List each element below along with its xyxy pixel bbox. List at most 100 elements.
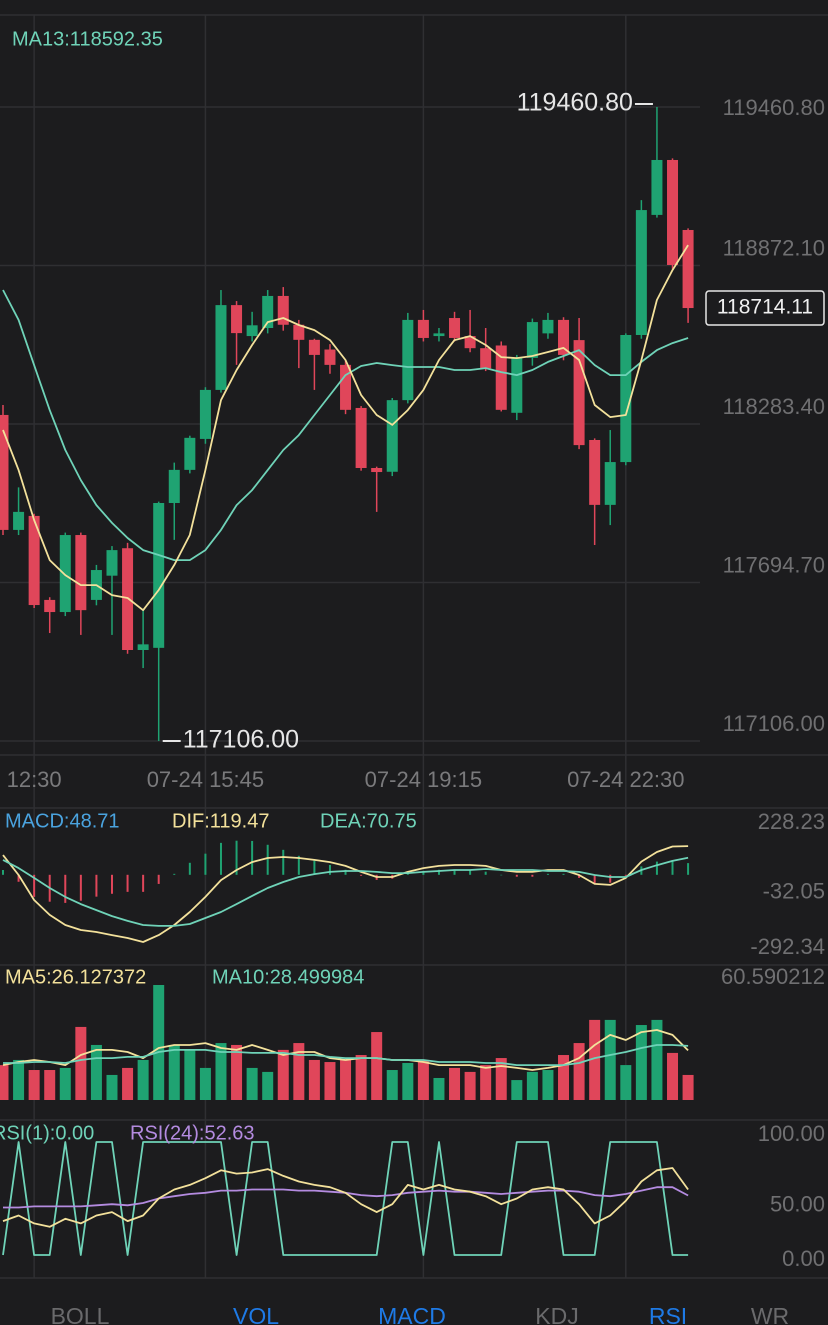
x-tick-label: 07-24 15:45	[147, 767, 264, 792]
legend-entry: RSI(1):0.00	[0, 1122, 94, 1144]
bar	[219, 842, 222, 875]
candle-body	[153, 502, 165, 648]
candle-body	[340, 364, 352, 410]
candle-body	[168, 469, 180, 503]
candle-body	[495, 345, 507, 410]
bar	[484, 871, 487, 875]
bar	[235, 840, 238, 875]
indicator-tab[interactable]: WR	[751, 1303, 789, 1325]
candle-body	[558, 319, 570, 355]
legend-entry: DEA:70.75	[320, 810, 417, 832]
bar	[215, 1043, 227, 1100]
candle-body	[308, 339, 320, 355]
bar	[297, 855, 300, 875]
legend-entry: MA10:28.499984	[212, 966, 364, 988]
bar	[682, 1074, 694, 1100]
bar	[340, 1059, 352, 1100]
bar	[433, 1077, 445, 1100]
last-price-box	[705, 290, 825, 326]
x-tick-label: 07-24 19:15	[365, 767, 482, 792]
line	[2, 1167, 689, 1228]
y-tick-label: 119460.80	[723, 95, 825, 120]
bar	[655, 861, 658, 875]
y-tick-label: 100.00	[758, 1121, 825, 1146]
line	[2, 289, 689, 561]
bar	[531, 874, 534, 877]
candle-body	[13, 511, 25, 530]
bar	[671, 860, 674, 875]
candle-body	[106, 550, 118, 576]
candle-body	[526, 322, 538, 358]
y-tick-label: 118872.10	[723, 235, 825, 260]
bar	[184, 1049, 196, 1100]
candle-body	[137, 644, 149, 650]
bar	[495, 1058, 507, 1100]
legend-entry: MA13:118592.35	[12, 28, 163, 50]
bar	[480, 1065, 492, 1100]
bar	[360, 874, 363, 876]
x-tick-label: 07-24 22:30	[567, 767, 684, 792]
bar	[558, 1055, 570, 1100]
x-tick-label: 12:30	[7, 767, 62, 792]
y-tick-label: 118283.40	[723, 394, 825, 419]
candle-body	[604, 462, 616, 505]
bar	[324, 1062, 336, 1100]
candle-body	[651, 159, 663, 215]
line	[3, 1044, 689, 1066]
bar	[13, 1059, 25, 1100]
candle-body	[480, 348, 492, 369]
bar	[589, 1019, 601, 1100]
line	[2, 1029, 689, 1071]
bar	[90, 1044, 102, 1100]
legend-entry: RSI(24):52.63	[130, 1122, 255, 1144]
bar	[422, 870, 425, 875]
bar	[402, 1062, 414, 1100]
indicator-tab[interactable]: MACD	[378, 1303, 446, 1325]
candle-body	[635, 210, 647, 335]
legend-entry: MACD:48.71	[5, 810, 120, 832]
y-tick-label: -292.34	[750, 934, 825, 959]
candle-body	[417, 319, 429, 338]
bar	[59, 1067, 71, 1100]
bar	[546, 873, 549, 875]
indicator-tab[interactable]: VOL	[233, 1303, 279, 1325]
bar	[79, 874, 82, 901]
bar	[95, 874, 98, 897]
bar	[687, 863, 690, 875]
bar	[469, 869, 472, 875]
candle-body	[262, 295, 274, 328]
legend-entry: DIF:119.47	[172, 810, 269, 832]
bar	[2, 870, 4, 875]
bar	[313, 860, 316, 875]
indicator-tab[interactable]: KDJ	[535, 1303, 578, 1325]
bar	[137, 1059, 149, 1100]
candle-body	[371, 467, 383, 473]
bar	[562, 873, 565, 875]
candle-body	[75, 535, 87, 611]
bar	[75, 1026, 87, 1100]
y-tick-label: 60.590212	[721, 964, 825, 989]
bar	[511, 1080, 523, 1100]
bar	[110, 874, 113, 894]
bar	[573, 1043, 585, 1100]
bar	[293, 1043, 305, 1100]
candle-body	[620, 334, 632, 463]
bar	[651, 1019, 663, 1100]
candle-body	[589, 439, 601, 505]
bar	[635, 1025, 647, 1100]
bar	[526, 1071, 538, 1100]
bar	[251, 840, 254, 875]
indicator-tab[interactable]: RSI	[649, 1303, 687, 1325]
line	[2, 1141, 689, 1256]
bar	[328, 864, 331, 875]
candle-body	[184, 437, 196, 470]
indicator-tab[interactable]: BOLL	[51, 1303, 110, 1325]
candle-body	[386, 400, 398, 472]
candle-body	[231, 305, 243, 334]
bar	[126, 874, 129, 892]
bar	[344, 869, 347, 875]
candle-body	[355, 407, 367, 468]
bar	[667, 1052, 679, 1100]
